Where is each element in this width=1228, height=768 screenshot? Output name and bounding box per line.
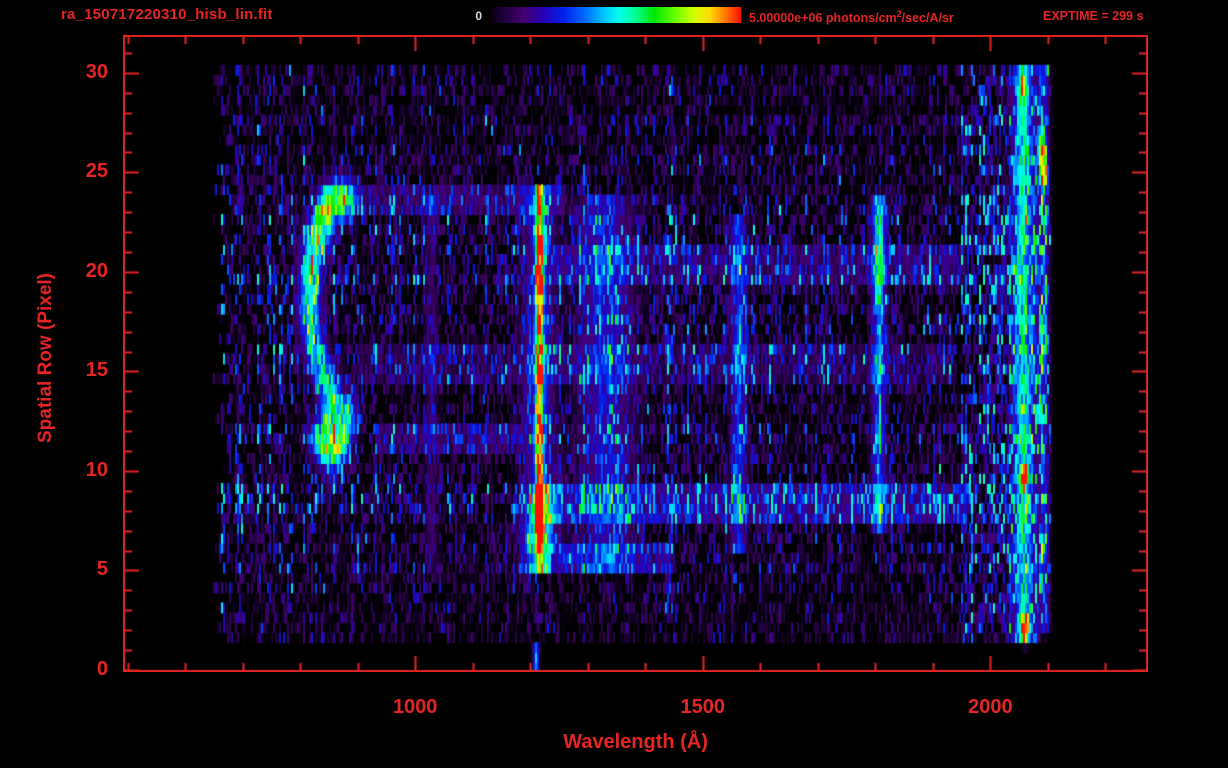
colorbar-gradient	[487, 7, 741, 23]
spectrogram-heatmap	[123, 35, 1148, 672]
y-tick-label: 5	[96, 558, 108, 581]
filename-title: ra_150717220310_hisb_lin.fit	[61, 6, 273, 23]
colorbar-min-label: 0	[475, 9, 482, 23]
colorbar-max-units: /sec/A/sr	[901, 11, 954, 26]
x-tick-label: 1000	[392, 696, 438, 718]
y-tick-label: 15	[85, 359, 108, 382]
y-axis-title: Spatial Row (Pixel)	[35, 273, 56, 443]
colorbar-max-superscript: 2	[896, 9, 902, 19]
y-tick-label: 10	[85, 458, 108, 481]
colorbar-max-label: 5.00000e+06 photons/cm2/sec/A/sr	[749, 9, 954, 25]
y-tick-label: 20	[85, 259, 108, 282]
x-tick-label: 1500	[680, 696, 726, 718]
exptime-label: EXPTIME = 299 s	[1043, 9, 1144, 23]
x-tick-label: 2000	[968, 696, 1013, 718]
y-tick-label: 0	[96, 658, 108, 680]
y-tick-label: 30	[85, 60, 108, 83]
y-tick-label: 25	[85, 160, 108, 183]
colorbar-max-value: 5.00000e+06 photons/cm	[749, 11, 897, 26]
x-axis-title: Wavelength (Å)	[563, 731, 708, 753]
